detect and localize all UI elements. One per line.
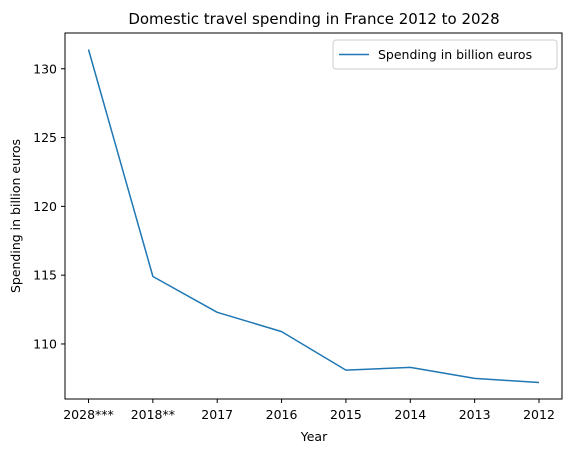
x-tick-label: 2018** [131, 407, 175, 422]
x-axis-label: Year [300, 429, 328, 444]
x-tick-label: 2017 [201, 407, 233, 422]
legend-label: Spending in billion euros [378, 47, 532, 62]
y-tick-label: 110 [33, 336, 57, 351]
y-tick-label: 130 [33, 61, 57, 76]
plot-area [64, 32, 563, 400]
y-tick-label: 125 [33, 130, 57, 145]
y-axis-label: Spending in billion euros [8, 139, 23, 293]
x-tick-label: 2016 [266, 407, 298, 422]
legend: Spending in billion euros [332, 39, 558, 70]
x-tick-label: 2015 [330, 407, 362, 422]
x-tick-label: 2012 [523, 407, 555, 422]
x-tick-label: 2028*** [63, 407, 114, 422]
legend-box [332, 39, 558, 70]
series-line [87, 49, 540, 384]
x-tick-label: 2013 [459, 407, 491, 422]
x-tick-label: 2014 [394, 407, 426, 422]
y-tick-label: 120 [33, 199, 57, 214]
series-layer [87, 49, 540, 384]
y-tick-label: 115 [33, 268, 57, 283]
y-axis: 110 115 120 125 130 [33, 61, 65, 351]
x-axis: 2028*** 2018** 2017 2016 2015 2014 2013 2012 [63, 399, 555, 422]
chart-title: Domestic travel spending in France 2012 … [128, 10, 499, 28]
